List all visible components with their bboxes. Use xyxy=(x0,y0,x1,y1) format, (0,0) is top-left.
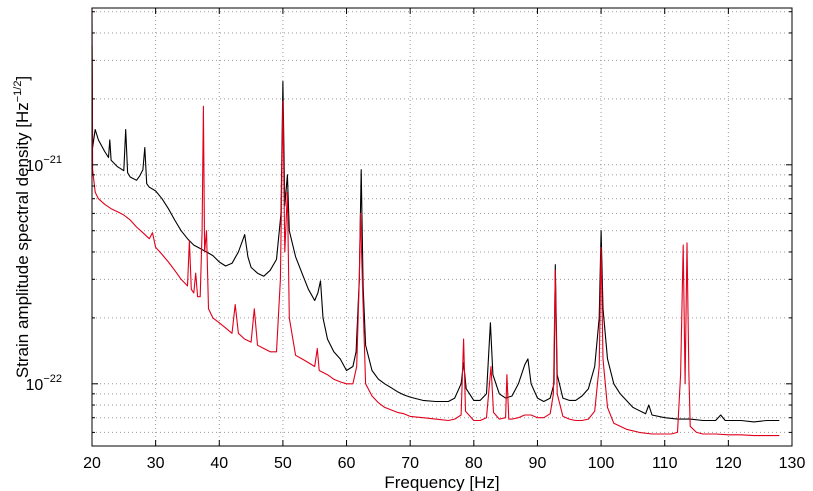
x-tick-label: 60 xyxy=(338,455,356,472)
x-tick-label: 50 xyxy=(274,455,292,472)
y-tick-label-exponent: −22 xyxy=(43,373,62,385)
x-axis-label: Frequency [Hz] xyxy=(384,473,499,491)
y-tick-label: 10−21 xyxy=(26,154,62,175)
y-tick-label-exponent: −21 xyxy=(43,154,62,166)
series-line-1 xyxy=(91,45,780,423)
x-tick-label: 20 xyxy=(83,455,101,472)
y-tick-label-base: 10 xyxy=(26,377,44,394)
x-tick-label: 40 xyxy=(210,455,228,472)
y-axis-label-close: ] xyxy=(13,76,32,81)
x-tick-label: 90 xyxy=(529,455,547,472)
x-tick-label: 80 xyxy=(465,455,483,472)
y-tick-label-base: 10 xyxy=(26,158,44,175)
y-axis-label: Strain amplitude spectral density [Hz−1/… xyxy=(12,76,32,378)
x-tick-label: 30 xyxy=(147,455,165,472)
x-tick-label: 120 xyxy=(715,455,742,472)
y-axis-label-exponent: −1/2 xyxy=(12,81,24,103)
plot-frame xyxy=(91,7,793,447)
x-tick-label: 100 xyxy=(588,455,615,472)
x-tick-label: 110 xyxy=(652,455,678,472)
x-tick-label: 70 xyxy=(401,455,419,472)
grid-lines xyxy=(92,8,792,446)
x-tick-label: 130 xyxy=(779,455,806,472)
series-line-2 xyxy=(91,7,780,437)
y-tick-label: 10−22 xyxy=(26,373,62,394)
series-layer xyxy=(91,7,780,437)
y-axis-label-main: Strain amplitude spectral density [Hz xyxy=(13,102,32,378)
